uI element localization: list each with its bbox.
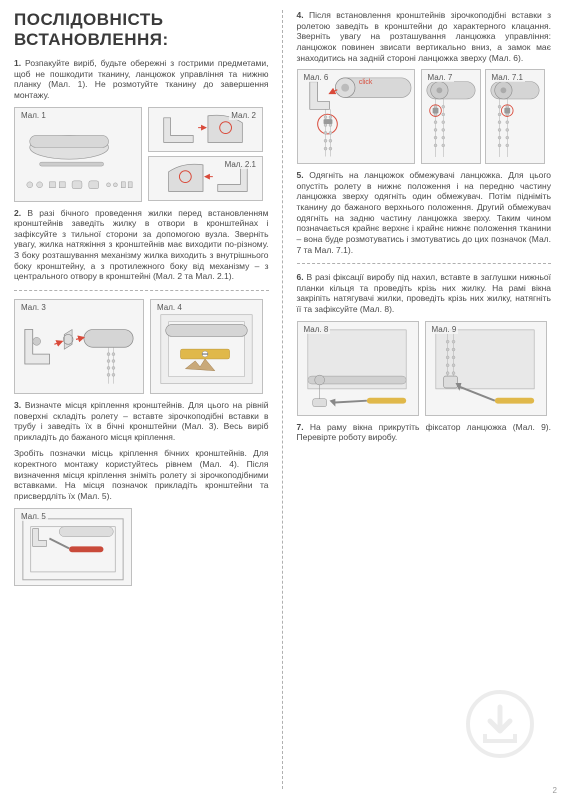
figure-8: Мал. 8: [297, 321, 419, 416]
fig-3-label: Мал. 3: [19, 303, 48, 312]
step-6-text: 6. В разі фіксації виробу під нахил, вст…: [297, 272, 552, 315]
fig-5-label: Мал. 5: [19, 512, 48, 521]
step-7-text: 7. На раму вікна прикрутіть фіксатор лан…: [297, 422, 552, 443]
fig-row-2: Мал. 3: [14, 299, 269, 394]
step-1-text: 1. Розпакуйте виріб, будьте обережні з г…: [14, 58, 269, 101]
figure-4: Мал. 4: [150, 299, 263, 394]
figure-7-1: Мал. 7.1: [485, 69, 545, 164]
fig-8-label: Мал. 8: [302, 325, 331, 334]
step-2-text: 2. В разі бічного проведення жилки перед…: [14, 208, 269, 282]
figure-1: Мал. 1: [14, 107, 142, 202]
instruction-page: ПОСЛІДОВНІСТЬ ВСТАНОВЛЕННЯ: 1. Розпакуйт…: [0, 0, 565, 799]
fig-6-svg: click: [298, 70, 414, 163]
fig-2-1-label: Мал. 2.1: [223, 160, 258, 169]
page-number: 2: [553, 786, 557, 795]
figure-5: Мал. 5: [14, 508, 132, 586]
right-column: 4. Після встановлення кронштейнів зірочк…: [283, 0, 565, 799]
section-divider-2: [297, 263, 552, 264]
figure-2-1: Мал. 2.1: [148, 156, 263, 201]
step-4-text: 4. Після встановлення кронштейнів зірочк…: [297, 10, 552, 63]
left-column: ПОСЛІДОВНІСТЬ ВСТАНОВЛЕННЯ: 1. Розпакуйт…: [0, 0, 283, 799]
fig-7-svg: [422, 70, 480, 162]
figure-2: Мал. 2: [148, 107, 263, 152]
fig-8-svg: [298, 322, 418, 415]
step-3b-text: Зробіть позначки місць кріплення бічних …: [14, 448, 269, 501]
click-label: click: [358, 79, 372, 86]
figure-6: Мал. 6 click: [297, 69, 415, 164]
fig-7-1-label: Мал. 7.1: [490, 73, 525, 82]
fig-row-1: Мал. 1 Мал. 2: [14, 107, 269, 202]
fig-9-svg: [426, 322, 546, 415]
fig-4-label: Мал. 4: [155, 303, 184, 312]
fig-1-svg: [15, 108, 141, 202]
fig-7-label: Мал. 7: [426, 73, 455, 82]
fig-4-svg: [151, 300, 262, 393]
fig-9-label: Мал. 9: [430, 325, 459, 334]
fig-row-5: Мал. 8 Мал. 9: [297, 321, 552, 416]
figure-3: Мал. 3: [14, 299, 144, 394]
figure-9: Мал. 9: [425, 321, 547, 416]
page-title: ПОСЛІДОВНІСТЬ ВСТАНОВЛЕННЯ:: [14, 10, 269, 50]
watermark-icon: [465, 689, 535, 759]
section-divider-1: [14, 290, 269, 291]
fig-3-svg: [15, 300, 143, 394]
fig-7-1-svg: [486, 70, 544, 162]
step-3a-text: 3. Визначте місця кріплення кронштейнів.…: [14, 400, 269, 443]
figure-7: Мал. 7: [421, 69, 481, 164]
fig-6-label: Мал. 6: [302, 73, 331, 82]
fig-1-label: Мал. 1: [19, 111, 48, 120]
fig-2-label: Мал. 2: [229, 111, 258, 120]
fig-row-4: Мал. 6 click: [297, 69, 552, 164]
step-5-text: 5. Одягніть на ланцюжок обмежувачі ланцю…: [297, 170, 552, 255]
fig-row-3: Мал. 5: [14, 508, 269, 586]
